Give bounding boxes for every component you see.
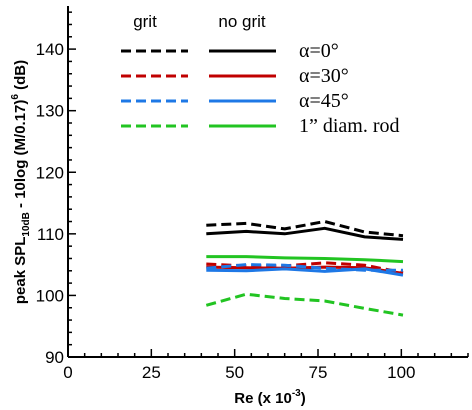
x-tick-label: 50 <box>225 363 244 382</box>
series-line <box>206 267 404 277</box>
x-axis-label: Re (x 10-3) <box>234 388 305 407</box>
y-tick-label: 120 <box>36 163 64 182</box>
y-axis-label: peak SPL10dB - 10log (M/0.17)6 (dB) <box>10 60 32 304</box>
legend-label: α=0° <box>299 40 339 62</box>
y-tick-label: 110 <box>37 225 64 244</box>
series-line <box>206 255 404 264</box>
y-tick-label: 90 <box>45 348 64 367</box>
y-tick-label: 100 <box>36 286 64 305</box>
series-line <box>205 292 404 317</box>
plot-axes <box>67 6 468 358</box>
x-tick-label: 25 <box>142 363 161 382</box>
legend-column-header: grit <box>133 12 157 31</box>
legend-label: α=30° <box>299 65 349 87</box>
x-tick-label: 0 <box>63 363 72 382</box>
x-tick-label: 75 <box>309 363 328 382</box>
legend-column-header: no grit <box>218 12 266 31</box>
legend-label: α=45° <box>299 90 349 112</box>
legend: grit no grit α=0° α=30° α=45° 1” diam. rod <box>121 12 400 137</box>
series-line <box>206 220 404 238</box>
legend-label: 1” diam. rod <box>299 115 400 137</box>
x-tick-label: 100 <box>387 363 415 382</box>
plot-series <box>205 220 404 317</box>
axis-ticks: 90 100 110 120 130 140 0 25 50 75 100 <box>36 11 469 382</box>
y-tick-label: 130 <box>36 102 64 121</box>
y-tick-label: 140 <box>36 40 64 59</box>
series-line <box>206 226 404 241</box>
